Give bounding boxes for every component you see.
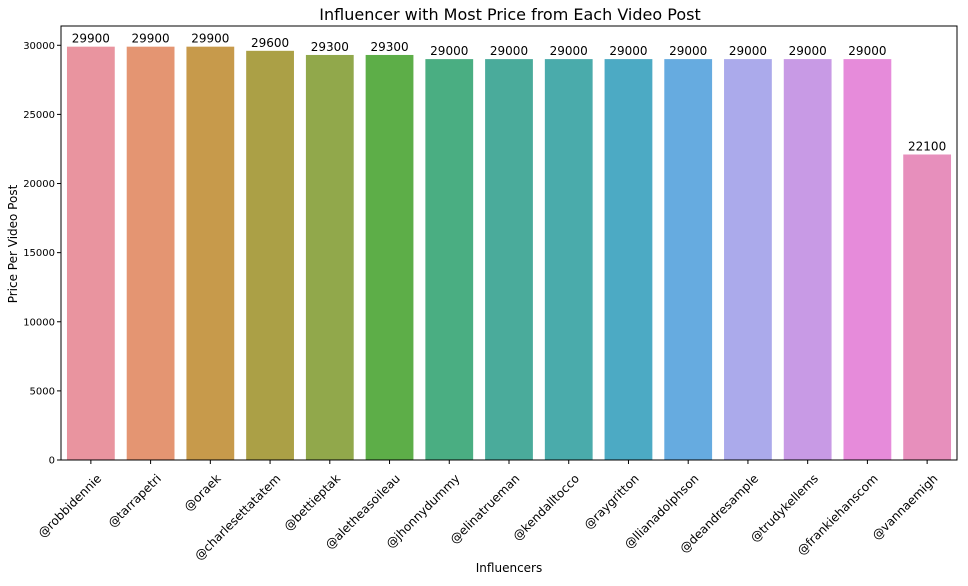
data-label: 29000 [729,44,767,58]
data-label: 29000 [848,44,886,58]
bar-aletheasoileau [365,54,414,461]
y-tick-label: 10000 [23,317,55,328]
bars-layer: 29900 29900 29900 29600 29300 29300 29000 29000… [66,32,952,461]
data-label: 29900 [72,32,110,46]
x-tick-label: @vannaemigh [869,471,940,542]
data-label: 29300 [311,40,349,54]
x-tick-label: @robbidennie [35,471,104,540]
y-tick-label: 20000 [23,179,55,190]
bar-trudykellems [783,59,832,460]
chart-title: Influencer with Most Price from Each Vid… [319,5,700,24]
x-tick-label: @tarrapetri [105,471,164,530]
data-label: 29000 [550,44,588,58]
x-tick-label: @oraek [181,471,223,513]
x-tick-label: @raygritton [581,471,642,532]
bar-kendalltocco [544,59,593,460]
data-label: 29300 [370,40,408,54]
data-label: 29900 [191,32,229,46]
plot-frame [60,25,958,461]
bar-llianadolphson [664,59,713,460]
bar-vannaemigh [903,154,952,461]
data-label: 22100 [908,139,946,153]
data-label: 29600 [251,36,289,50]
bar-tarrapetri [126,46,175,461]
data-label: 29900 [132,32,170,46]
bar-raygritton [604,59,653,460]
bar-charlesettatatem [246,50,294,461]
bar-robbidennie [66,46,115,461]
x-axis-label: Influencers [476,561,542,575]
bar-elinatrueman [485,59,533,460]
y-tick-label: 25000 [23,110,55,121]
y-tick-label: 30000 [23,41,55,52]
y-tick-label: 0 [49,456,55,467]
data-label: 29000 [609,44,647,58]
bar-frankiehanscom [843,59,892,460]
bar-deandresample [724,59,772,460]
y-tick-label: 5000 [30,386,55,397]
y-tick-label: 15000 [23,248,55,259]
bar-jhonnydummy [425,59,474,460]
bar-oraek [186,46,235,461]
data-label: 29000 [789,44,827,58]
data-label: 29000 [490,44,528,58]
data-label: 29000 [430,44,468,58]
data-label: 29000 [669,44,707,58]
y-axis-label: Price Per Video Post [6,184,20,303]
x-tick-label: @bettieptak [281,471,343,533]
bar-bettieptak [305,54,354,461]
